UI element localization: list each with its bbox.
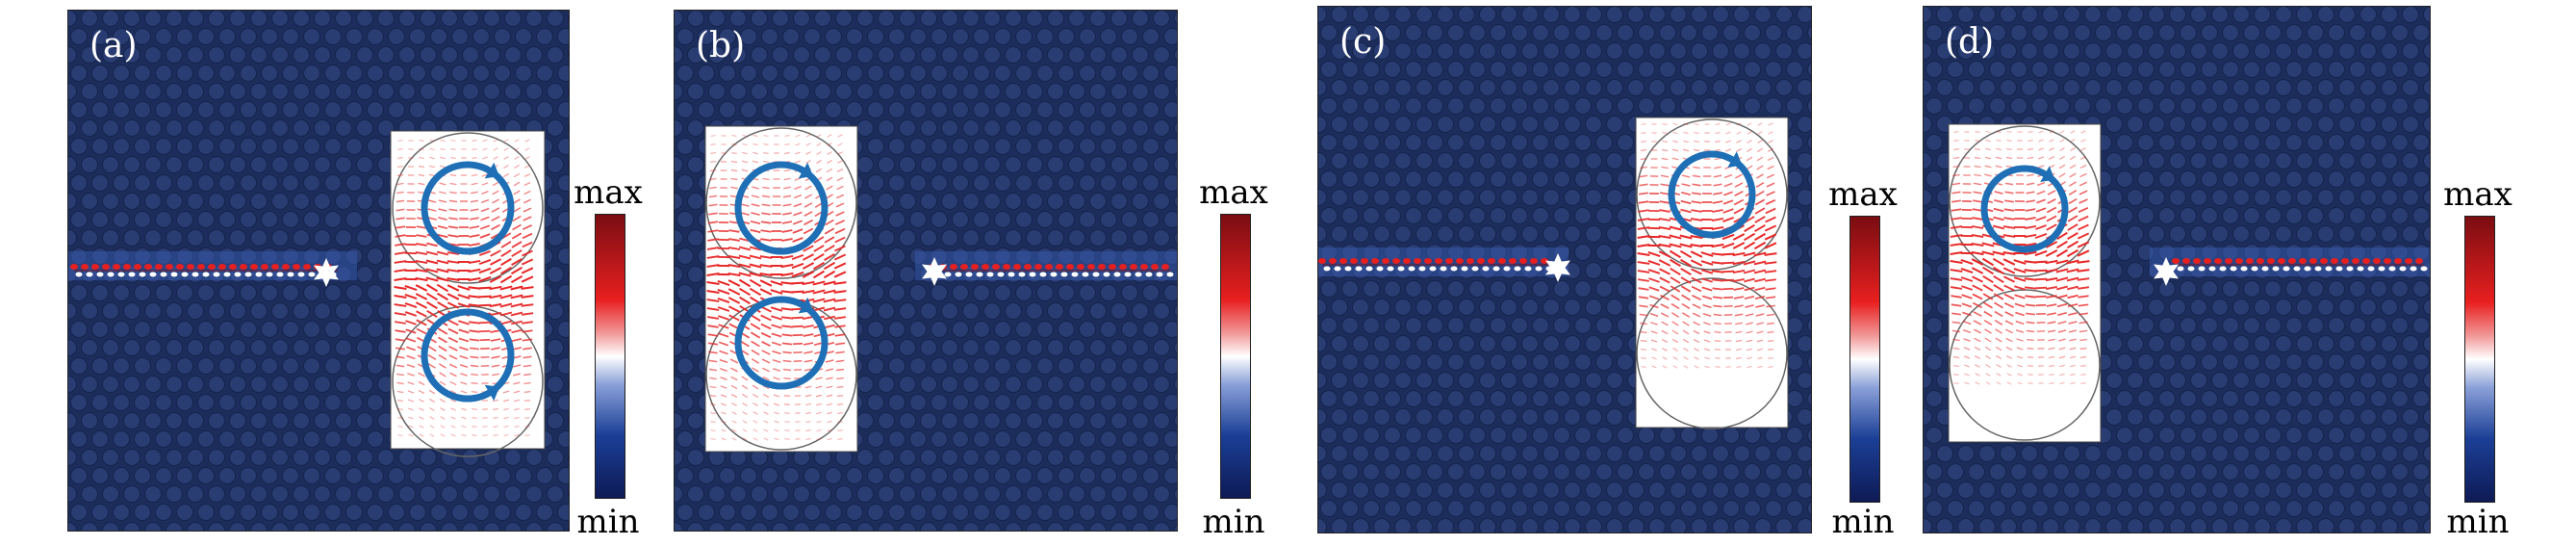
waveguide-field-d [2172, 258, 2428, 272]
cavity-ring-bottom-c [1636, 277, 1788, 429]
circulation-arrow-icon [734, 161, 829, 255]
colorbar-min-label: min [576, 503, 640, 541]
colorbar-max-label: max [1828, 175, 1898, 214]
field-arrows-d [1950, 130, 2090, 385]
cavity-ring-top-a [392, 132, 544, 284]
colorbar-max-label: max [574, 173, 643, 212]
field-map-b [704, 125, 1177, 453]
star-icon [1545, 253, 1570, 282]
panel-label: (c) [1339, 22, 1387, 62]
colorbar-b [1220, 214, 1251, 499]
field-map-a [68, 130, 546, 457]
star-icon [314, 258, 339, 287]
panel-d: (d) [1923, 6, 2431, 533]
colorbar-d [2464, 216, 2495, 503]
waveguide-field-a [70, 264, 338, 277]
colorbar-min-label: min [1202, 503, 1265, 541]
colorbar-min-label: min [1831, 503, 1895, 541]
panel-label: (d) [1945, 22, 1995, 62]
cavity-ring-top-c [1636, 118, 1788, 271]
field-map-d [1948, 123, 2430, 443]
cavity-ring-top-d [1949, 125, 2101, 277]
star-icon [922, 257, 947, 286]
circulation-arrow-icon [1668, 150, 1756, 239]
colorbar-max-label: max [1199, 173, 1268, 212]
panel-label: (a) [89, 26, 138, 65]
cavity-d [1948, 123, 2102, 443]
panel-c: (c) [1317, 6, 1812, 533]
circulation-arrow-icon [421, 161, 515, 255]
colorbar-max-label: max [2443, 175, 2512, 214]
circulation-arrow-icon [421, 308, 515, 403]
field-map-c [1318, 117, 1789, 429]
colorbar-min-label: min [2446, 503, 2510, 541]
star-icon [2154, 257, 2179, 286]
cavity-b [704, 125, 858, 453]
panel-b: (b) [674, 10, 1178, 532]
circulation-arrow-icon [1980, 165, 2069, 253]
waveguide-field-b [929, 264, 1174, 277]
colorbar-a [595, 214, 625, 499]
panel-a: (a) [67, 10, 570, 532]
cavity-ring-top-b [705, 127, 857, 279]
colorbar-c [1849, 216, 1880, 503]
waveguide-field-c [1318, 258, 1553, 272]
panel-label: (b) [696, 26, 746, 65]
circulation-arrow-icon [734, 296, 829, 390]
